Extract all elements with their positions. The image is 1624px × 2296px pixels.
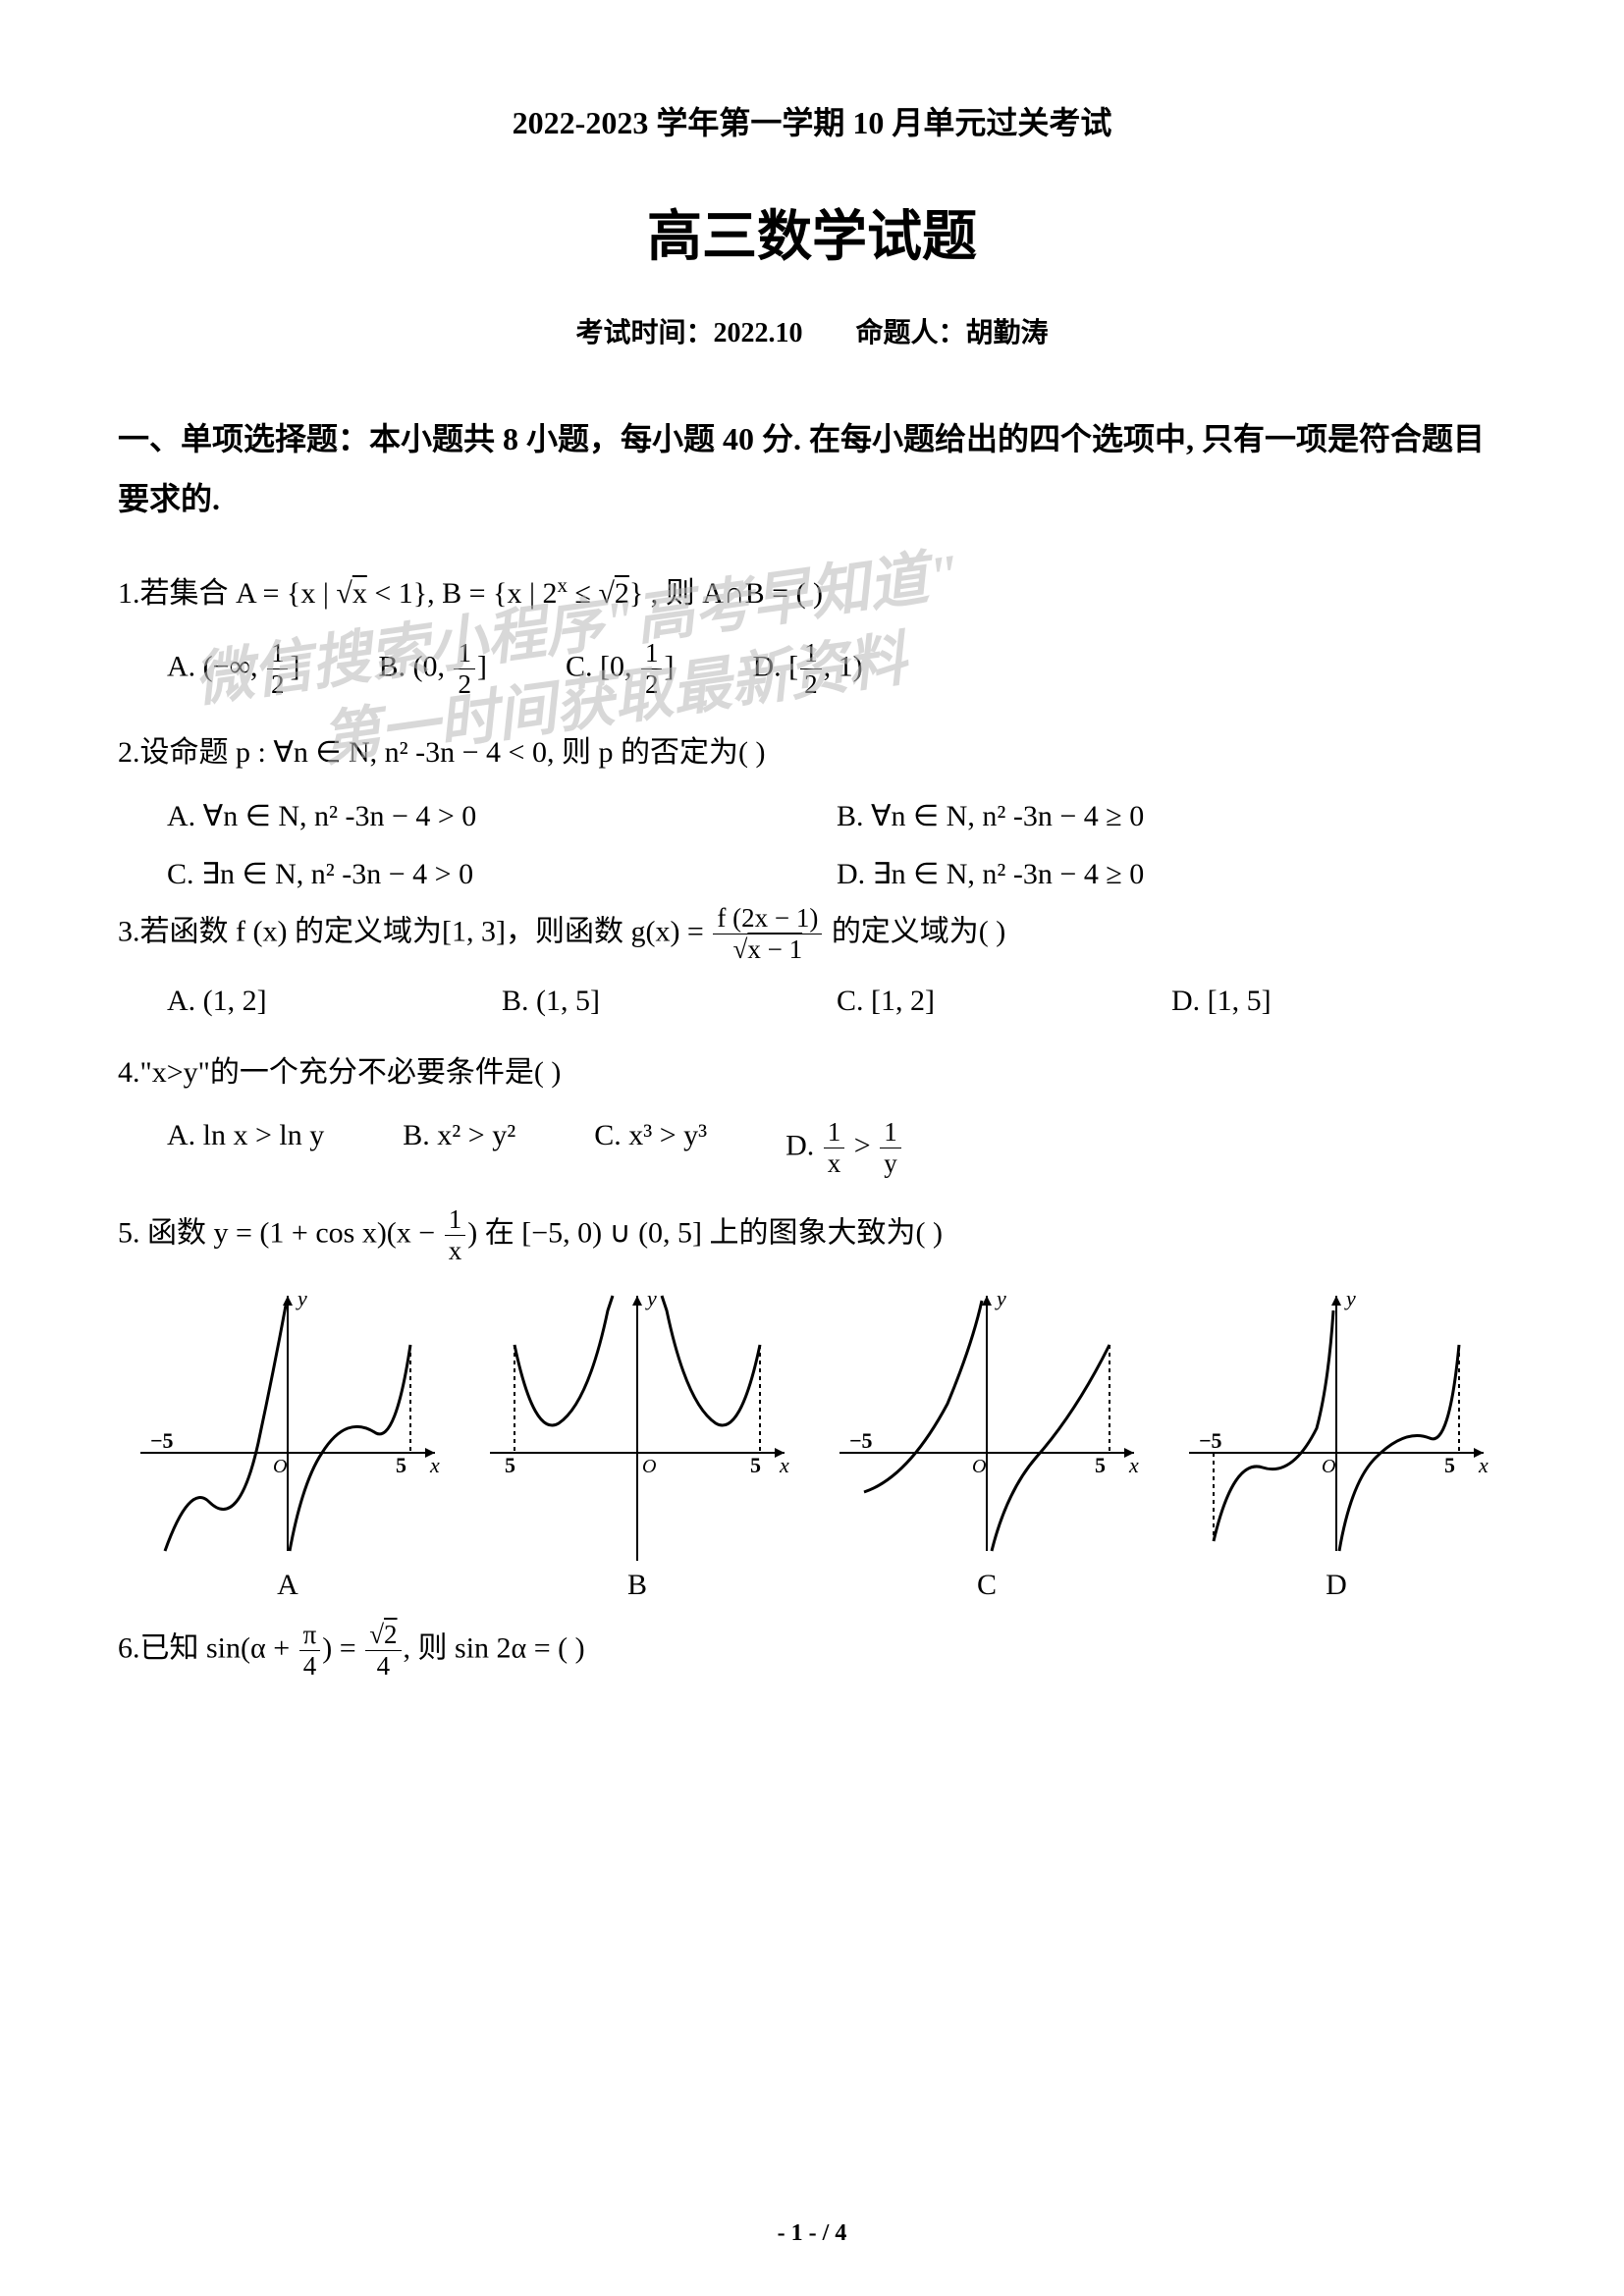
- graph-d-svg: x y O −5 5: [1179, 1286, 1493, 1561]
- svg-text:y: y: [296, 1286, 307, 1310]
- question-4-options: A. ln x > ln y B. x² > y² C. x³ > y³ D. …: [167, 1119, 1506, 1177]
- question-1-options: A. (−∞, 12] B. (0, 12] C. [0, 12] D. [12…: [167, 640, 1506, 698]
- q2-opt-a: A. ∀n ∈ N, n² -3n − 4 > 0: [167, 799, 837, 833]
- question-2-options: A. ∀n ∈ N, n² -3n − 4 > 0 B. ∀n ∈ N, n² …: [167, 799, 1506, 891]
- q5-graph-d-label: D: [1326, 1569, 1347, 1602]
- question-6: 6.已知 sin(α + π4) = 24, 则 sin 2α = ( ): [118, 1622, 1506, 1680]
- q2-opt-b: B. ∀n ∈ N, n² -3n − 4 ≥ 0: [837, 799, 1506, 833]
- q5-graph-b-label: B: [627, 1569, 647, 1602]
- exam-time: 考试时间：2022.10: [575, 318, 802, 348]
- q4-opt-d: D. 1x > 1y: [785, 1119, 903, 1177]
- svg-text:5: 5: [750, 1453, 761, 1477]
- svg-text:x: x: [1478, 1453, 1489, 1477]
- svg-text:x: x: [1128, 1453, 1139, 1477]
- svg-text:−5: −5: [1199, 1428, 1222, 1453]
- exam-title: 高三数学试题: [118, 192, 1506, 272]
- graph-c-svg: x y O −5 5: [830, 1286, 1144, 1561]
- svg-text:O: O: [642, 1456, 656, 1477]
- q3-opt-a: A. (1, 2]: [167, 985, 502, 1018]
- svg-text:x: x: [779, 1453, 789, 1477]
- svg-text:5: 5: [396, 1453, 406, 1477]
- q5-graph-b: x y O 5 5 B: [467, 1286, 807, 1602]
- question-5-graphs: x y O −5 5 A x y O 5 5 B: [118, 1286, 1506, 1602]
- question-3-options: A. (1, 2] B. (1, 5] C. [1, 2] D. [1, 5]: [167, 985, 1506, 1018]
- q2-opt-c: C. ∃n ∈ N, n² -3n − 4 > 0: [167, 857, 837, 891]
- svg-text:5: 5: [1444, 1453, 1455, 1477]
- q1-opt-c: C. [0, 12]: [566, 640, 675, 698]
- q5-graph-d: x y O −5 5 D: [1166, 1286, 1506, 1602]
- section-1-heading: 一、单项选择题：本小题共 8 小题，每小题 40 分. 在每小题给出的四个选项中…: [118, 409, 1506, 529]
- exam-header: 2022-2023 学年第一学期 10 月单元过关考试: [118, 98, 1506, 143]
- q1-opt-b: B. (0, 12]: [378, 640, 487, 698]
- svg-text:O: O: [972, 1456, 986, 1477]
- q3-opt-b: B. (1, 5]: [502, 985, 837, 1018]
- q4-opt-a: A. ln x > ln y: [167, 1119, 324, 1177]
- svg-text:y: y: [1344, 1286, 1356, 1310]
- exam-author: 命题人：胡勤涛: [856, 318, 1049, 348]
- svg-text:x: x: [429, 1453, 440, 1477]
- question-3: 3.若函数 f (x) 的定义域为[1, 3]，则函数 g(x) = f (2x…: [118, 905, 1506, 963]
- graph-b-svg: x y O 5 5: [480, 1286, 794, 1561]
- svg-text:−5: −5: [849, 1428, 873, 1453]
- question-2: 2.设命题 p : ∀n ∈ N, n² -3n − 4 < 0, 则 p 的否…: [118, 727, 1506, 777]
- svg-text:−5: −5: [150, 1428, 174, 1453]
- svg-text:y: y: [995, 1286, 1006, 1310]
- svg-text:y: y: [645, 1286, 657, 1310]
- q2-opt-d: D. ∃n ∈ N, n² -3n − 4 ≥ 0: [837, 857, 1506, 891]
- q5-graph-a-label: A: [277, 1569, 298, 1602]
- q3-opt-d: D. [1, 5]: [1171, 985, 1506, 1018]
- q5-graph-c: x y O −5 5 C: [817, 1286, 1157, 1602]
- svg-text:5: 5: [1095, 1453, 1106, 1477]
- graph-a-svg: x y O −5 5: [131, 1286, 445, 1561]
- question-4: 4."x>y"的一个充分不必要条件是( ): [118, 1047, 1506, 1097]
- svg-text:5: 5: [505, 1453, 515, 1477]
- q4-opt-c: C. x³ > y³: [594, 1119, 707, 1177]
- q3-opt-c: C. [1, 2]: [837, 985, 1171, 1018]
- question-5: 5. 函数 y = (1 + cos x)(x − 1x) 在 [−5, 0) …: [118, 1206, 1506, 1264]
- q1-opt-a: A. (−∞, 12]: [167, 640, 299, 698]
- svg-text:O: O: [273, 1456, 287, 1477]
- question-1: 1.若集合 A = {x | x < 1}, B = {x | 2x ≤ 2} …: [118, 568, 1506, 618]
- exam-meta: 考试时间：2022.10 命题人：胡勤涛: [118, 311, 1506, 350]
- q5-graph-c-label: C: [977, 1569, 997, 1602]
- q5-graph-a: x y O −5 5 A: [118, 1286, 458, 1602]
- q1-opt-d: D. [12, 1): [752, 640, 862, 698]
- svg-text:O: O: [1322, 1456, 1335, 1477]
- page-footer: - 1 - / 4: [0, 2220, 1624, 2247]
- q4-opt-b: B. x² > y²: [403, 1119, 515, 1177]
